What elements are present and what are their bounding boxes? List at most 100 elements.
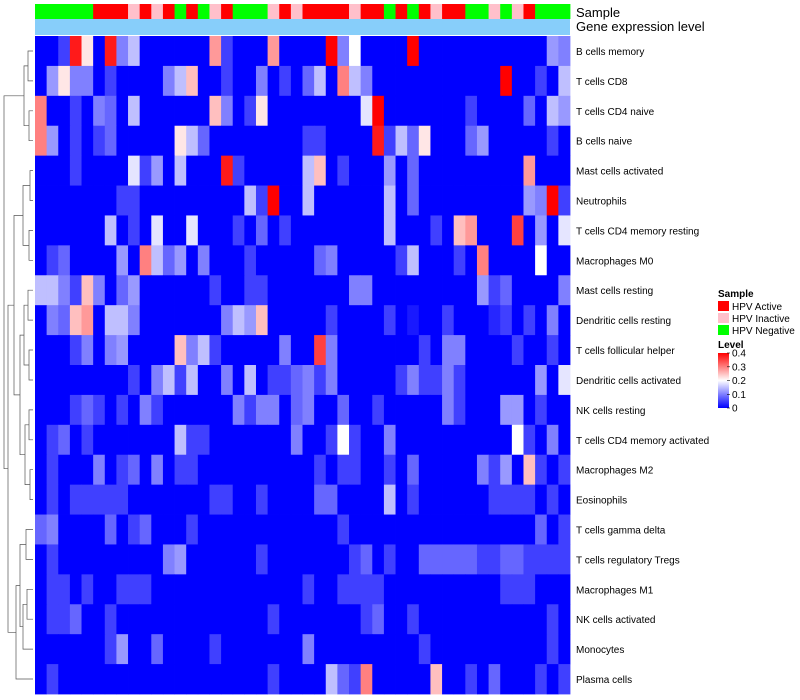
heatmap-cell xyxy=(302,424,315,456)
heatmap-cell xyxy=(430,275,443,306)
heatmap-cell xyxy=(511,95,524,127)
heatmap-cell xyxy=(302,245,315,276)
heatmap-cell xyxy=(442,65,455,97)
heatmap-cell xyxy=(442,604,455,635)
heatmap-cell xyxy=(46,245,59,276)
heatmap-cell xyxy=(209,185,222,216)
heatmap-cell xyxy=(174,95,187,127)
heatmap-cell xyxy=(314,185,327,216)
dendrogram-branch xyxy=(13,215,23,396)
heatmap-cell xyxy=(337,185,350,216)
heatmap-cell xyxy=(267,574,280,605)
heatmap-cell xyxy=(46,664,59,695)
heatmap-cell xyxy=(349,394,362,426)
heatmap-cell xyxy=(314,424,327,456)
heatmap-cell xyxy=(302,65,315,97)
heatmap-cell xyxy=(535,394,548,426)
track-label-sample: Sample xyxy=(576,5,620,20)
heatmap-cell xyxy=(546,454,559,486)
heatmap-cell xyxy=(128,335,141,366)
heatmap-cell xyxy=(442,544,455,575)
heatmap-cell xyxy=(476,245,489,276)
heatmap-cell xyxy=(116,36,129,67)
heatmap-cell xyxy=(69,155,82,186)
heatmap-cell xyxy=(69,245,82,276)
heatmap-cell xyxy=(209,335,222,366)
dendrogram-branch xyxy=(25,529,33,560)
heatmap-cell xyxy=(302,365,315,396)
heatmap-cell xyxy=(314,574,327,605)
heatmap-cell xyxy=(488,484,501,515)
heatmap-cell xyxy=(290,664,303,695)
heatmap-cell xyxy=(162,36,175,67)
heatmap-cell xyxy=(430,634,443,665)
heatmap-cell xyxy=(128,65,141,97)
heatmap-cell xyxy=(372,275,385,306)
heatmap-cell xyxy=(418,155,431,186)
heatmap-cell xyxy=(453,514,466,545)
heatmap-cell xyxy=(116,155,129,186)
heatmap-cell xyxy=(546,604,559,635)
heatmap-cell xyxy=(395,424,408,456)
heatmap-cell xyxy=(453,305,466,336)
heatmap-cell xyxy=(267,604,280,635)
heatmap-cell xyxy=(244,365,257,396)
heatmap-cell xyxy=(209,454,222,486)
heatmap-cell xyxy=(162,454,175,486)
heatmap-cell xyxy=(476,604,489,635)
heatmap-cell xyxy=(302,36,315,67)
heatmap-cell xyxy=(162,65,175,97)
heatmap-cell xyxy=(162,335,175,366)
heatmap-cell xyxy=(395,574,408,605)
heatmap-cell xyxy=(186,185,199,216)
heatmap-cell xyxy=(139,424,152,456)
heatmap-cell xyxy=(535,514,548,545)
heatmap-cell xyxy=(372,125,385,157)
heatmap-cell xyxy=(442,514,455,545)
heatmap-cell xyxy=(116,65,129,97)
heatmap-cell xyxy=(558,155,571,186)
heatmap-cell xyxy=(255,424,269,456)
heatmap-cell xyxy=(104,664,117,695)
heatmap-cell xyxy=(337,574,350,605)
heatmap-cell xyxy=(93,634,106,665)
heatmap-cell xyxy=(93,305,106,336)
heatmap-cell xyxy=(279,454,292,486)
heatmap-cell xyxy=(418,65,431,97)
heatmap-cell xyxy=(128,36,141,67)
heatmap-cell xyxy=(511,424,524,456)
heatmap-cell xyxy=(302,664,315,695)
sample-annotation-cell xyxy=(116,4,129,19)
heatmap-cell xyxy=(465,454,478,486)
heatmap-cell xyxy=(46,454,59,486)
heatmap-cell xyxy=(174,335,187,366)
heatmap-cell xyxy=(151,365,164,396)
heatmap-cell xyxy=(372,95,385,127)
heatmap-cell xyxy=(58,95,71,127)
heatmap-cell xyxy=(116,604,129,635)
heatmap-cell xyxy=(46,36,59,67)
heatmap-cell xyxy=(488,305,501,336)
heatmap-cell xyxy=(442,125,455,157)
heatmap-cell xyxy=(186,634,199,665)
heatmap-cell xyxy=(430,125,443,157)
heatmap-cell xyxy=(453,365,466,396)
heatmap-cell xyxy=(453,454,466,486)
row-label: T cells CD4 memory resting xyxy=(576,226,699,237)
heatmap-cell xyxy=(128,664,141,695)
heatmap-cell xyxy=(349,634,362,665)
heatmap-cell xyxy=(523,484,536,515)
heatmap-cell xyxy=(465,275,478,306)
heatmap-cell xyxy=(290,245,303,276)
sample-annotation-cell xyxy=(93,4,106,19)
heatmap-cell xyxy=(69,544,82,575)
heatmap-cell xyxy=(465,394,478,426)
heatmap-cell xyxy=(442,394,455,426)
heatmap-cell xyxy=(337,664,350,695)
heatmap-cell xyxy=(383,394,396,426)
heatmap-cell xyxy=(430,365,443,396)
heatmap-cell xyxy=(174,305,187,336)
heatmap-cell xyxy=(221,454,234,486)
sample-annotation-cell xyxy=(453,4,466,19)
